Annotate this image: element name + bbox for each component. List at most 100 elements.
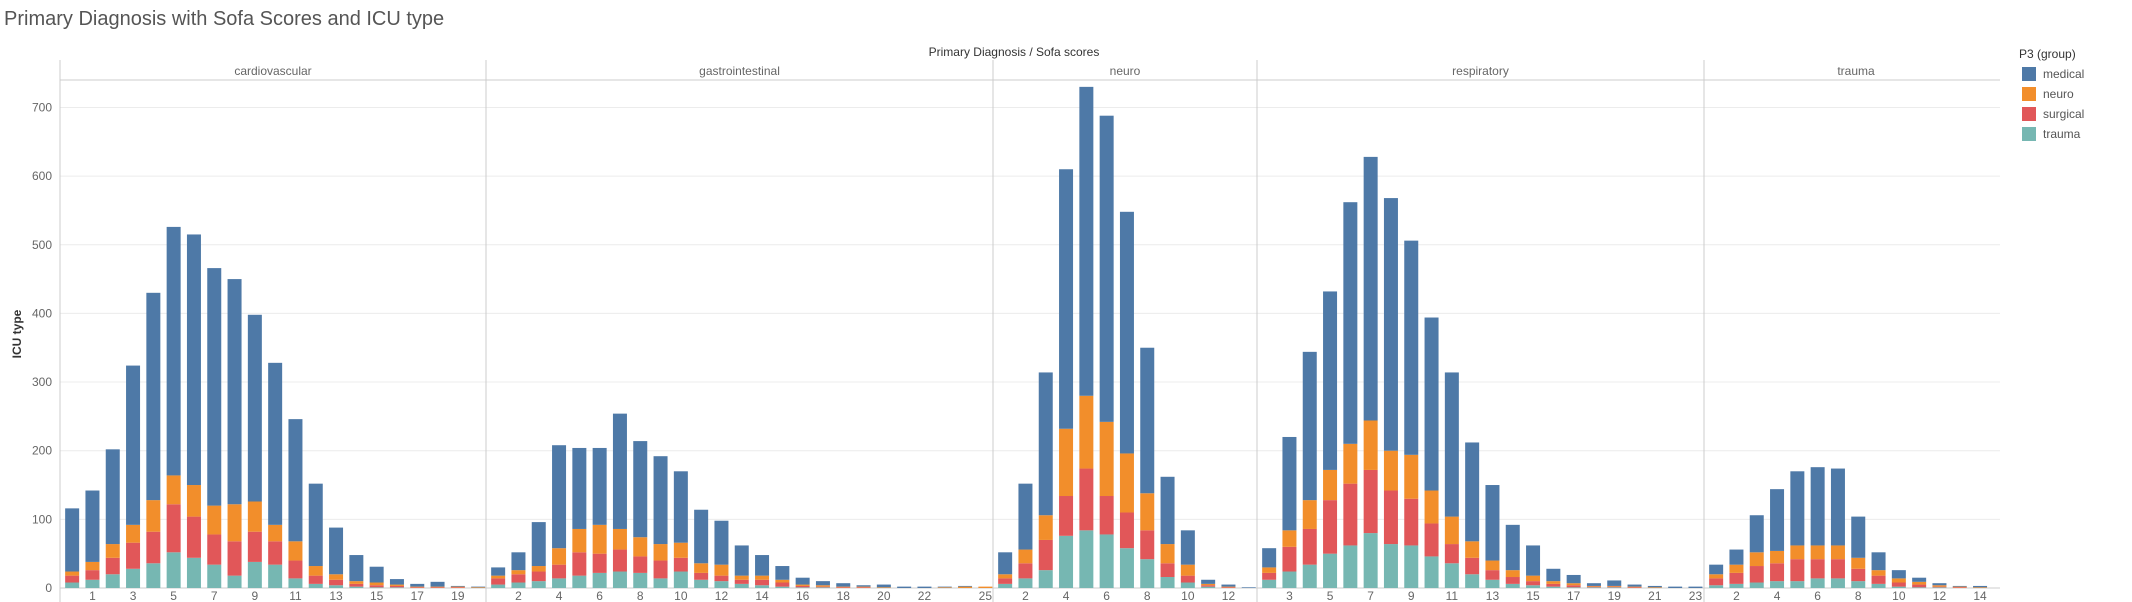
bar-cardiovascular-17-medical (410, 583, 425, 587)
bar-neuro-7-neuro (1119, 453, 1134, 513)
bar-neuro-1-trauma (998, 583, 1013, 588)
bar-cardiovascular-11-trauma (288, 578, 303, 588)
bar-trauma-12-neuro (1932, 585, 1947, 587)
bar-respiratory-6-trauma (1343, 545, 1358, 588)
bar-cardiovascular-4-trauma (146, 563, 161, 588)
bar-neuro-6-trauma (1099, 534, 1114, 588)
bar-trauma-6-neuro (1810, 545, 1825, 560)
bar-respiratory-6-neuro (1343, 443, 1358, 484)
bar-respiratory-19-trauma (1607, 587, 1622, 588)
bar-neuro-7-trauma (1119, 548, 1134, 588)
bar-trauma-6-trauma (1810, 578, 1825, 588)
legend-title: P3 (group) (2019, 47, 2076, 61)
bar-respiratory-16-medical (1546, 568, 1561, 582)
bar-cardiovascular-8-trauma (227, 575, 242, 588)
bar-trauma-10-surgical (1891, 582, 1906, 587)
x-tick-label: 12 (715, 589, 729, 602)
bar-cardiovascular-14-surgical (349, 583, 364, 587)
bar-cardiovascular-7-surgical (207, 534, 222, 565)
bar-cardiovascular-1-neuro (85, 561, 100, 571)
bar-respiratory-12-trauma (1465, 574, 1480, 588)
bar-respiratory-11-trauma (1444, 563, 1459, 588)
bar-neuro-3-medical (1038, 372, 1053, 516)
bar-respiratory-4-trauma (1302, 564, 1317, 588)
bar-neuro-9-trauma (1160, 577, 1175, 588)
bar-neuro-4-trauma (1059, 535, 1074, 588)
bar-gastrointestinal-17-surgical (815, 586, 830, 588)
legend-item-surgical[interactable]: surgical (2019, 104, 2084, 124)
bar-respiratory-15-trauma (1526, 585, 1541, 588)
legend-item-neuro[interactable]: neuro (2019, 84, 2084, 104)
bar-trauma-6-medical (1810, 467, 1825, 546)
bar-neuro-4-surgical (1059, 496, 1074, 536)
bar-gastrointestinal-7-surgical (612, 549, 627, 572)
y-tick-label: 200 (32, 444, 52, 458)
legend-item-medical[interactable]: medical (2019, 64, 2084, 84)
bar-gastrointestinal-5-trauma (572, 575, 587, 588)
bar-respiratory-8-surgical (1383, 490, 1398, 545)
bar-gastrointestinal-15-neuro (775, 579, 790, 583)
legend-swatch-neuro (2022, 87, 2036, 101)
column-header: Primary Diagnosis / Sofa scores (929, 45, 1100, 59)
bar-respiratory-12-neuro (1465, 541, 1480, 558)
bar-gastrointestinal-20-neuro (876, 587, 891, 588)
bar-cardiovascular-7-medical (207, 268, 222, 506)
bar-respiratory-2-surgical (1262, 572, 1277, 580)
bar-cardiovascular-12-neuro (308, 566, 323, 576)
bar-trauma-10-trauma (1891, 586, 1906, 588)
y-tick-label: 600 (32, 169, 52, 183)
bar-cardiovascular-1-trauma (85, 579, 100, 588)
bar-trauma-4-medical (1770, 489, 1785, 551)
bar-trauma-2-surgical (1729, 572, 1744, 584)
bar-cardiovascular-7-trauma (207, 564, 222, 588)
bar-neuro-13-medical (1241, 587, 1256, 588)
bar-gastrointestinal-18-surgical (836, 587, 851, 588)
bar-respiratory-16-surgical (1546, 583, 1561, 587)
x-tick-label: 13 (329, 589, 343, 602)
bar-gastrointestinal-13-neuro (734, 575, 749, 580)
bar-gastrointestinal-5-neuro (572, 528, 587, 553)
bar-cardiovascular-4-neuro (146, 500, 161, 532)
bar-gastrointestinal-21-medical (897, 586, 912, 588)
bar-respiratory-10-neuro (1424, 490, 1439, 524)
bar-gastrointestinal-10-trauma (673, 571, 688, 588)
bar-respiratory-2-neuro (1262, 567, 1277, 573)
bar-trauma-9-neuro (1871, 570, 1886, 576)
bar-trauma-3-medical (1749, 515, 1764, 553)
bar-trauma-10-medical (1891, 570, 1906, 579)
bar-gastrointestinal-17-neuro (815, 585, 830, 587)
bar-cardiovascular-10-neuro (268, 524, 283, 542)
bar-trauma-1-medical (1709, 564, 1724, 575)
bar-trauma-9-medical (1871, 552, 1886, 571)
bar-trauma-12-medical (1932, 583, 1947, 586)
bar-neuro-1-neuro (998, 574, 1013, 579)
bar-cardiovascular-8-neuro (227, 504, 242, 542)
bar-cardiovascular-12-surgical (308, 575, 323, 584)
x-tick-label: 2 (515, 589, 522, 602)
bar-cardiovascular-11-medical (288, 419, 303, 542)
bar-cardiovascular-9-neuro (247, 501, 262, 532)
bar-trauma-7-medical (1830, 468, 1845, 546)
bar-respiratory-18-medical (1586, 583, 1601, 586)
bar-trauma-8-neuro (1851, 557, 1866, 569)
bar-cardiovascular-3-neuro (126, 524, 141, 543)
legend-label-medical: medical (2043, 67, 2085, 81)
bar-cardiovascular-0-medical (65, 508, 80, 572)
bar-neuro-8-neuro (1140, 493, 1155, 531)
legend-item-trauma[interactable]: trauma (2019, 124, 2084, 144)
bar-gastrointestinal-6-trauma (592, 572, 607, 588)
bar-respiratory-10-medical (1424, 317, 1439, 491)
bar-trauma-7-trauma (1830, 578, 1845, 588)
bar-respiratory-20-neuro (1627, 586, 1642, 588)
bar-gastrointestinal-8-medical (633, 441, 648, 538)
bar-gastrointestinal-23-neuro (937, 587, 952, 588)
bar-cardiovascular-0-trauma (65, 582, 80, 588)
bar-gastrointestinal-14-medical (755, 555, 770, 576)
bar-cardiovascular-13-surgical (329, 579, 344, 586)
bar-cardiovascular-2-surgical (105, 557, 120, 575)
bar-trauma-3-surgical (1749, 566, 1764, 583)
legend[interactable]: P3 (group) medical neuro surgical trauma (2019, 47, 2084, 144)
bar-respiratory-14-medical (1505, 524, 1520, 571)
bar-trauma-3-neuro (1749, 552, 1764, 567)
bar-neuro-3-neuro (1038, 515, 1053, 540)
